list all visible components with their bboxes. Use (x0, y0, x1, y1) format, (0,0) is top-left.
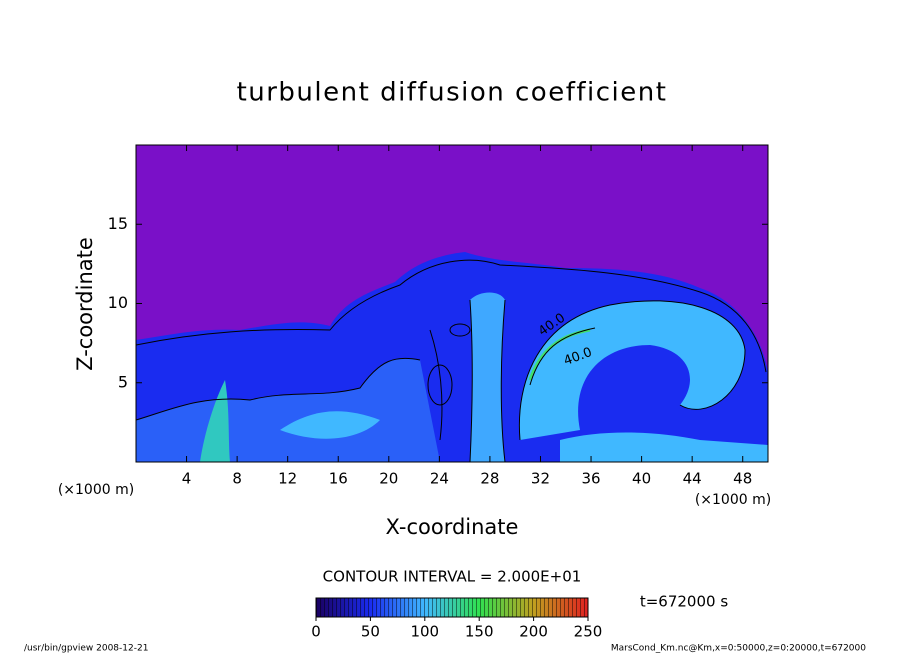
colorbar-tick-label: 250 (574, 623, 603, 641)
y-tick-label: 15 (108, 214, 128, 233)
x-tick-label: 12 (278, 470, 297, 488)
x-unit-label: (×1000 m) (58, 482, 134, 498)
y-axis-label: Z-coordinate (73, 237, 97, 371)
y-tick-label: 10 (108, 293, 128, 312)
colorbar-frame (315, 597, 589, 618)
footer-right: MarsCond_Km.nc@Km,x=0:50000,z=0:20000,t=… (611, 644, 866, 654)
colorbar-tick-label: 150 (465, 623, 494, 641)
x-tick-label: 36 (581, 470, 600, 488)
x-tick-label: 20 (379, 470, 398, 488)
colorbar-tick-label: 100 (410, 623, 439, 641)
x-tick-label: 28 (480, 470, 499, 488)
time-label: t=672000 s (640, 593, 728, 611)
x-tick-label: 24 (430, 470, 449, 488)
colorbar-tick-label: 200 (519, 623, 548, 641)
x-tick-label: 4 (182, 470, 192, 488)
footer-left: /usr/bin/gpview 2008-12-21 (24, 644, 148, 654)
contour-interval: CONTOUR INTERVAL = 2.000E+01 (323, 568, 582, 586)
x-tick-label: 40 (632, 470, 651, 488)
colorbar-tick-label: 50 (361, 623, 380, 641)
chart-title: turbulent diffusion coefficient (237, 78, 668, 108)
y-unit-label: (×1000 m) (695, 492, 771, 508)
x-tick-label: 44 (683, 470, 702, 488)
x-tick-label: 16 (329, 470, 348, 488)
x-tick-label: 32 (531, 470, 550, 488)
x-tick-label: 8 (232, 470, 242, 488)
y-tick-label: 5 (118, 372, 128, 391)
colorbar-tick-label: 0 (311, 623, 321, 641)
contour-field (136, 145, 768, 462)
x-tick-label: 48 (733, 470, 752, 488)
x-axis-label: X-coordinate (386, 515, 519, 539)
